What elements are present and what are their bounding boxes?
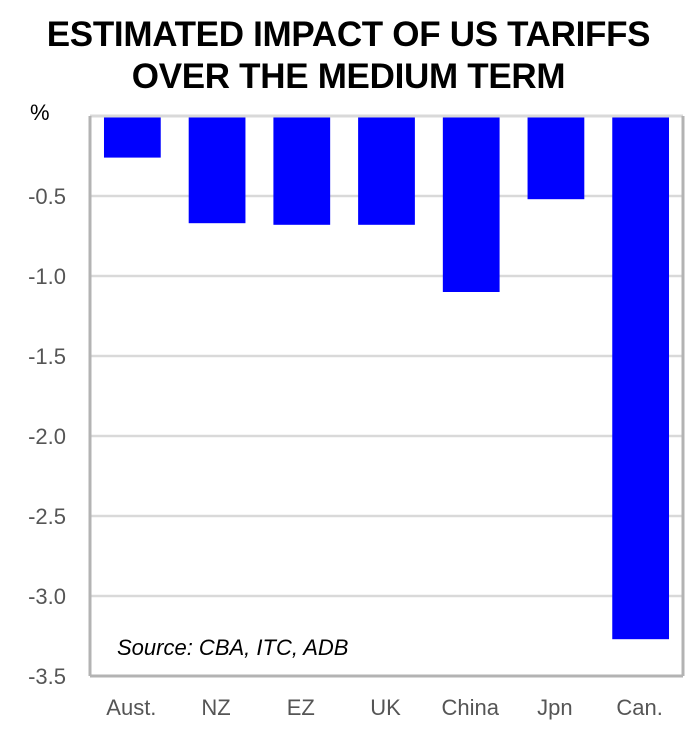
- y-tick-label: -1.0: [28, 264, 66, 289]
- x-tick-label: China: [441, 695, 499, 720]
- y-tick-label: -3.0: [28, 584, 66, 609]
- y-tick-label: -0.5: [28, 184, 66, 209]
- x-tick-labels: Aust. NZ EZ UK China Jpn Can.: [106, 695, 663, 720]
- y-axis-unit-label: %: [30, 100, 50, 125]
- chart-title: ESTIMATED IMPACT OF US TARIFFS OVER THE …: [0, 14, 697, 98]
- gridlines: [90, 194, 683, 598]
- source-annotation: Source: CBA, ITC, ADB: [117, 635, 348, 660]
- y-tick-label: -2.5: [28, 504, 66, 529]
- bar-china: [442, 116, 500, 292]
- x-tick-label: NZ: [201, 695, 230, 720]
- bar-uk: [358, 116, 415, 225]
- bar-can: [612, 116, 670, 640]
- x-tick-label: Can.: [616, 695, 662, 720]
- y-tick-label: -3.5: [28, 664, 66, 689]
- bar-aust: [103, 116, 161, 158]
- x-tick-label: Jpn: [537, 695, 572, 720]
- y-tick-label: -1.5: [28, 344, 66, 369]
- y-tick-labels: -0.5 -1.0 -1.5 -2.0 -2.5 -3.0 -3.5: [28, 184, 66, 689]
- chart-title-line-2: OVER THE MEDIUM TERM: [131, 57, 566, 96]
- x-tick-label: Aust.: [106, 695, 156, 720]
- x-tick-label: UK: [370, 695, 401, 720]
- plot-frame: [88, 114, 685, 678]
- bar-ez: [273, 116, 331, 225]
- chart-title-line-1: ESTIMATED IMPACT OF US TARIFFS: [46, 15, 651, 54]
- x-tick-label: EZ: [287, 695, 315, 720]
- bar-nz: [188, 116, 246, 224]
- y-tick-label: -2.0: [28, 424, 66, 449]
- bar-jpn: [527, 116, 585, 200]
- bars: [103, 116, 670, 640]
